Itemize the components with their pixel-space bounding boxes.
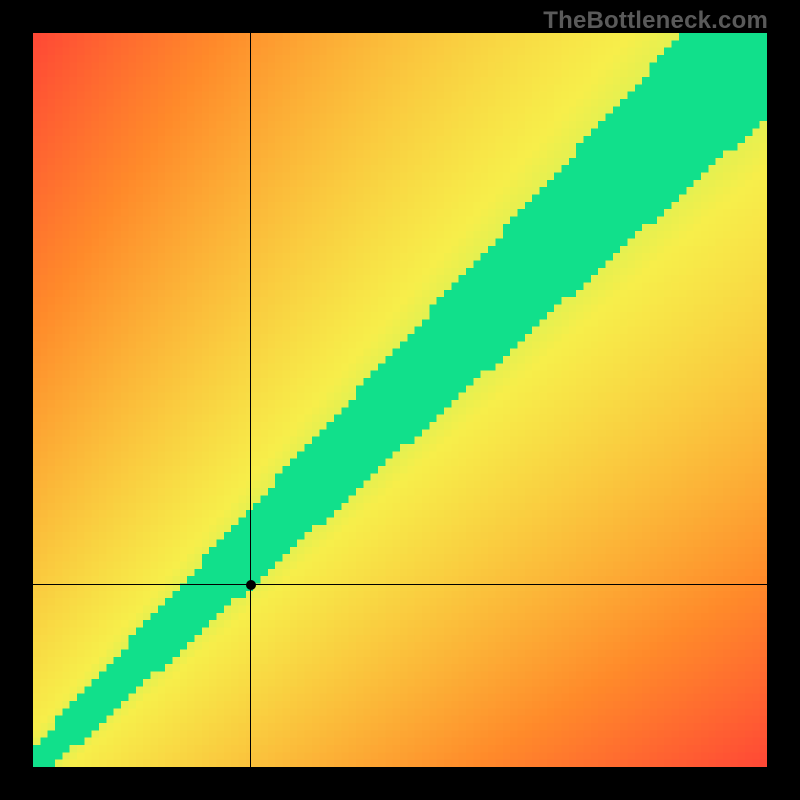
crosshair-vertical [250, 33, 251, 767]
stage: TheBottleneck.com [0, 0, 800, 800]
crosshair-horizontal [33, 584, 767, 585]
watermark-label: TheBottleneck.com [543, 7, 768, 35]
bottleneck-heatmap [33, 33, 767, 767]
heatmap-canvas [33, 33, 767, 767]
crosshair-point [246, 580, 256, 590]
